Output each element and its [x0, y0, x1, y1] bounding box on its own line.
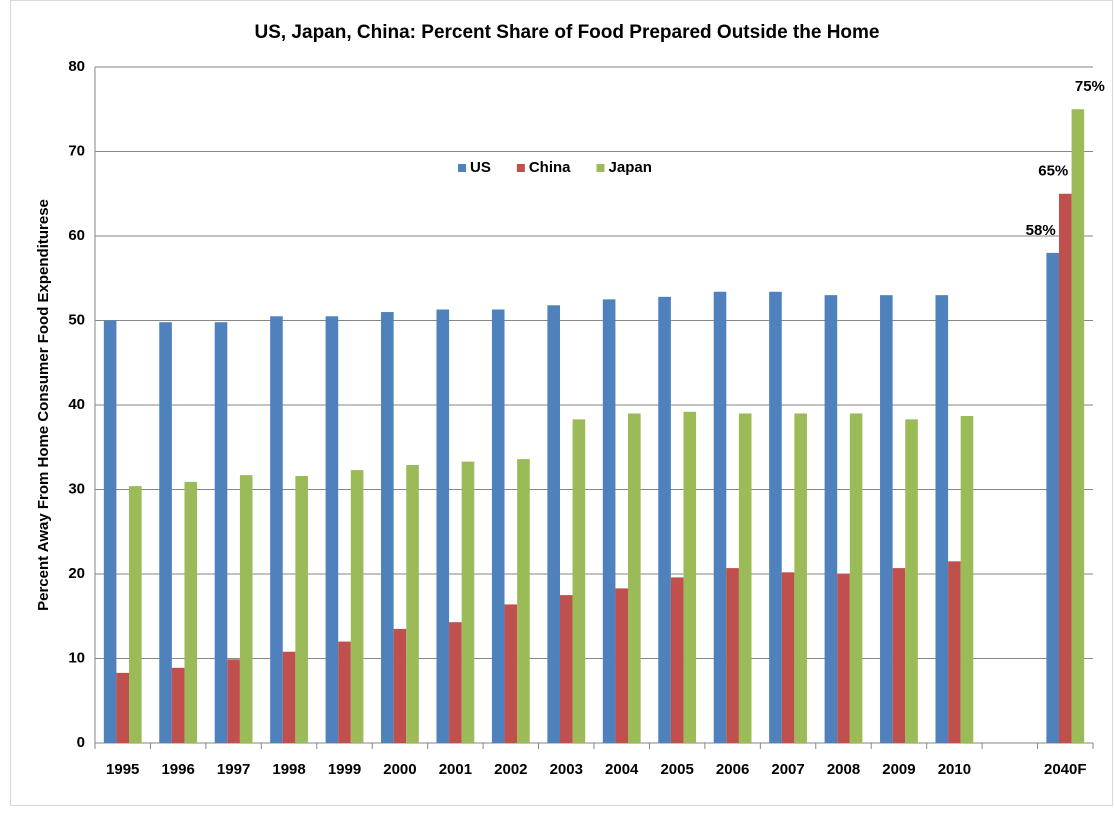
bar — [880, 295, 893, 743]
legend-swatch — [516, 164, 525, 172]
chart-frame — [10, 0, 1113, 806]
x-tick-label: 2008 — [827, 761, 860, 778]
bar — [935, 295, 949, 743]
bar — [325, 316, 339, 743]
bar — [628, 413, 641, 743]
bar — [1071, 109, 1085, 743]
y-tick-label: 0 — [77, 734, 85, 751]
bar — [769, 291, 782, 743]
legend-swatch — [458, 164, 466, 172]
y-tick-label: 20 — [68, 565, 85, 582]
bar — [726, 568, 739, 743]
bar — [295, 475, 308, 743]
bar — [103, 320, 117, 743]
bar — [517, 459, 530, 743]
x-tick-label: 2040F — [1044, 761, 1087, 778]
bar — [171, 667, 185, 743]
bar — [670, 577, 684, 743]
bar — [559, 595, 573, 743]
bar — [270, 316, 283, 743]
x-tick-label: 2010 — [938, 761, 971, 778]
bar — [837, 574, 850, 743]
y-tick-label: 30 — [68, 480, 85, 497]
bar — [615, 588, 629, 743]
bar — [350, 470, 364, 743]
bar — [658, 296, 671, 743]
bar — [282, 651, 296, 743]
bar — [116, 672, 130, 743]
x-tick-label: 2004 — [605, 761, 639, 778]
bar — [948, 561, 961, 743]
y-tick-label: 50 — [68, 311, 85, 328]
bar — [602, 299, 616, 743]
x-tick-label: 2005 — [660, 761, 693, 778]
bar — [214, 322, 228, 743]
x-tick-label: 1996 — [161, 761, 194, 778]
data-label: 75% — [1075, 78, 1105, 95]
x-tick-label: 2001 — [439, 761, 472, 778]
y-tick-label: 80 — [68, 58, 85, 75]
bar — [239, 475, 253, 743]
bar — [892, 568, 906, 743]
bar — [1058, 193, 1072, 743]
bar — [849, 413, 863, 743]
x-tick-label: 1999 — [328, 761, 361, 778]
bar — [738, 413, 752, 743]
y-tick-label: 60 — [68, 227, 85, 244]
x-tick-label: 2003 — [550, 761, 583, 778]
legend-label: Japan — [609, 159, 652, 176]
bar — [1046, 252, 1059, 743]
bar — [393, 628, 407, 743]
bar — [781, 572, 795, 743]
y-tick-label: 70 — [68, 142, 85, 159]
bar — [461, 461, 475, 743]
data-label: 65% — [1038, 163, 1068, 180]
y-tick-label: 10 — [68, 649, 85, 666]
bar — [159, 322, 172, 743]
data-label: 58% — [1026, 222, 1056, 239]
bar — [436, 309, 450, 743]
x-tick-label: 1998 — [272, 761, 305, 778]
bar — [449, 622, 462, 743]
bar — [504, 604, 518, 743]
bar — [547, 305, 560, 743]
bar — [794, 413, 807, 743]
x-tick-label: 2009 — [882, 761, 915, 778]
bar — [572, 419, 586, 743]
bar — [824, 295, 838, 743]
x-tick-label: 1997 — [217, 761, 250, 778]
legend-label: US — [470, 159, 491, 176]
bar — [905, 419, 918, 743]
legend-label: China — [529, 159, 571, 176]
bar — [683, 411, 697, 743]
x-tick-label: 1995 — [106, 761, 139, 778]
bar — [713, 291, 727, 743]
bar — [227, 659, 240, 743]
bar — [960, 415, 974, 743]
bar — [381, 312, 394, 743]
legend-swatch — [596, 164, 605, 172]
bar — [184, 481, 198, 743]
y-tick-label: 40 — [68, 396, 85, 413]
y-axis-label: Percent Away From Home Consumer Food Exp… — [35, 199, 52, 611]
x-tick-label: 2007 — [771, 761, 804, 778]
chart-title: US, Japan, China: Percent Share of Food … — [254, 22, 879, 43]
bar — [338, 641, 351, 743]
x-tick-label: 2006 — [716, 761, 749, 778]
bar — [491, 309, 505, 743]
bar — [406, 464, 419, 743]
bar — [129, 486, 142, 743]
x-tick-label: 2002 — [494, 761, 527, 778]
x-tick-label: 2000 — [383, 761, 416, 778]
